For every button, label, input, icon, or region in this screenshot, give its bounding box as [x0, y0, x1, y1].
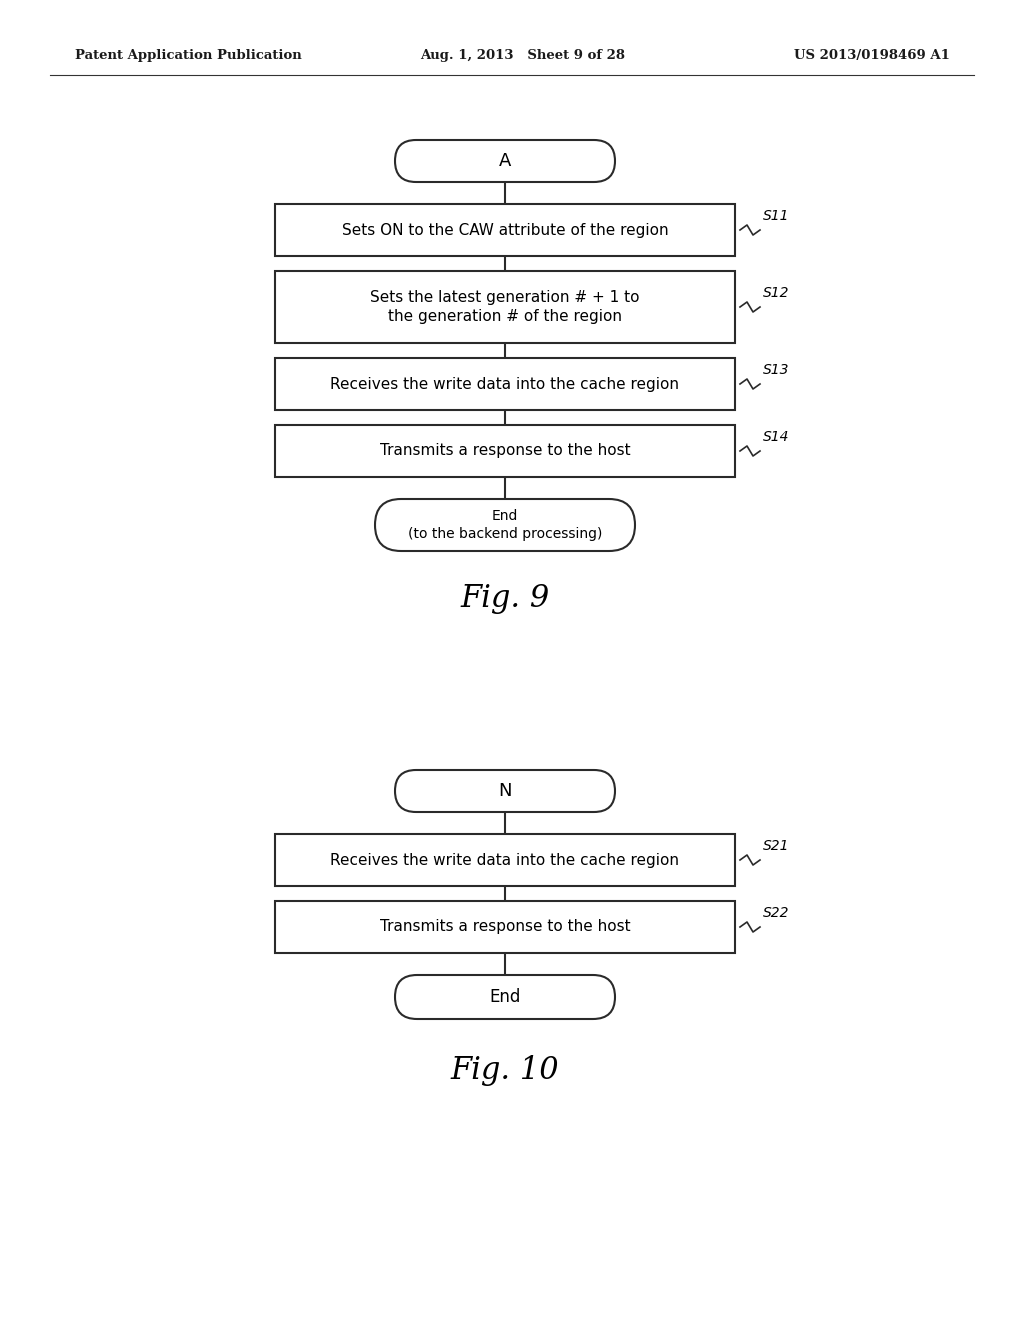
Text: Transmits a response to the host: Transmits a response to the host	[380, 920, 631, 935]
Bar	[275, 902, 735, 953]
Text: Fig. 9: Fig. 9	[461, 583, 550, 615]
Text: End
(to the backend processing): End (to the backend processing)	[408, 510, 602, 541]
Text: S13: S13	[763, 363, 790, 378]
Text: S14: S14	[763, 430, 790, 444]
Bar	[275, 358, 735, 411]
Bar	[275, 425, 735, 477]
Text: Transmits a response to the host: Transmits a response to the host	[380, 444, 631, 458]
Text: S11: S11	[763, 209, 790, 223]
Bar	[275, 205, 735, 256]
Text: Fig. 10: Fig. 10	[451, 1056, 559, 1086]
Text: Aug. 1, 2013   Sheet 9 of 28: Aug. 1, 2013 Sheet 9 of 28	[420, 49, 625, 62]
Text: S21: S21	[763, 840, 790, 853]
FancyBboxPatch shape	[395, 140, 615, 182]
Bar	[275, 834, 735, 886]
Text: Patent Application Publication: Patent Application Publication	[75, 49, 302, 62]
Text: End: End	[489, 987, 520, 1006]
Text: S12: S12	[763, 286, 790, 300]
Text: Sets the latest generation # + 1 to
the generation # of the region: Sets the latest generation # + 1 to the …	[371, 289, 640, 325]
Text: Receives the write data into the cache region: Receives the write data into the cache r…	[331, 853, 680, 867]
Bar	[275, 271, 735, 343]
FancyBboxPatch shape	[395, 975, 615, 1019]
FancyBboxPatch shape	[395, 770, 615, 812]
Text: A: A	[499, 152, 511, 170]
Text: Receives the write data into the cache region: Receives the write data into the cache r…	[331, 376, 680, 392]
Text: Sets ON to the CAW attribute of the region: Sets ON to the CAW attribute of the regi…	[342, 223, 669, 238]
FancyBboxPatch shape	[375, 499, 635, 550]
Text: N: N	[499, 781, 512, 800]
Text: US 2013/0198469 A1: US 2013/0198469 A1	[795, 49, 950, 62]
Text: S22: S22	[763, 906, 790, 920]
